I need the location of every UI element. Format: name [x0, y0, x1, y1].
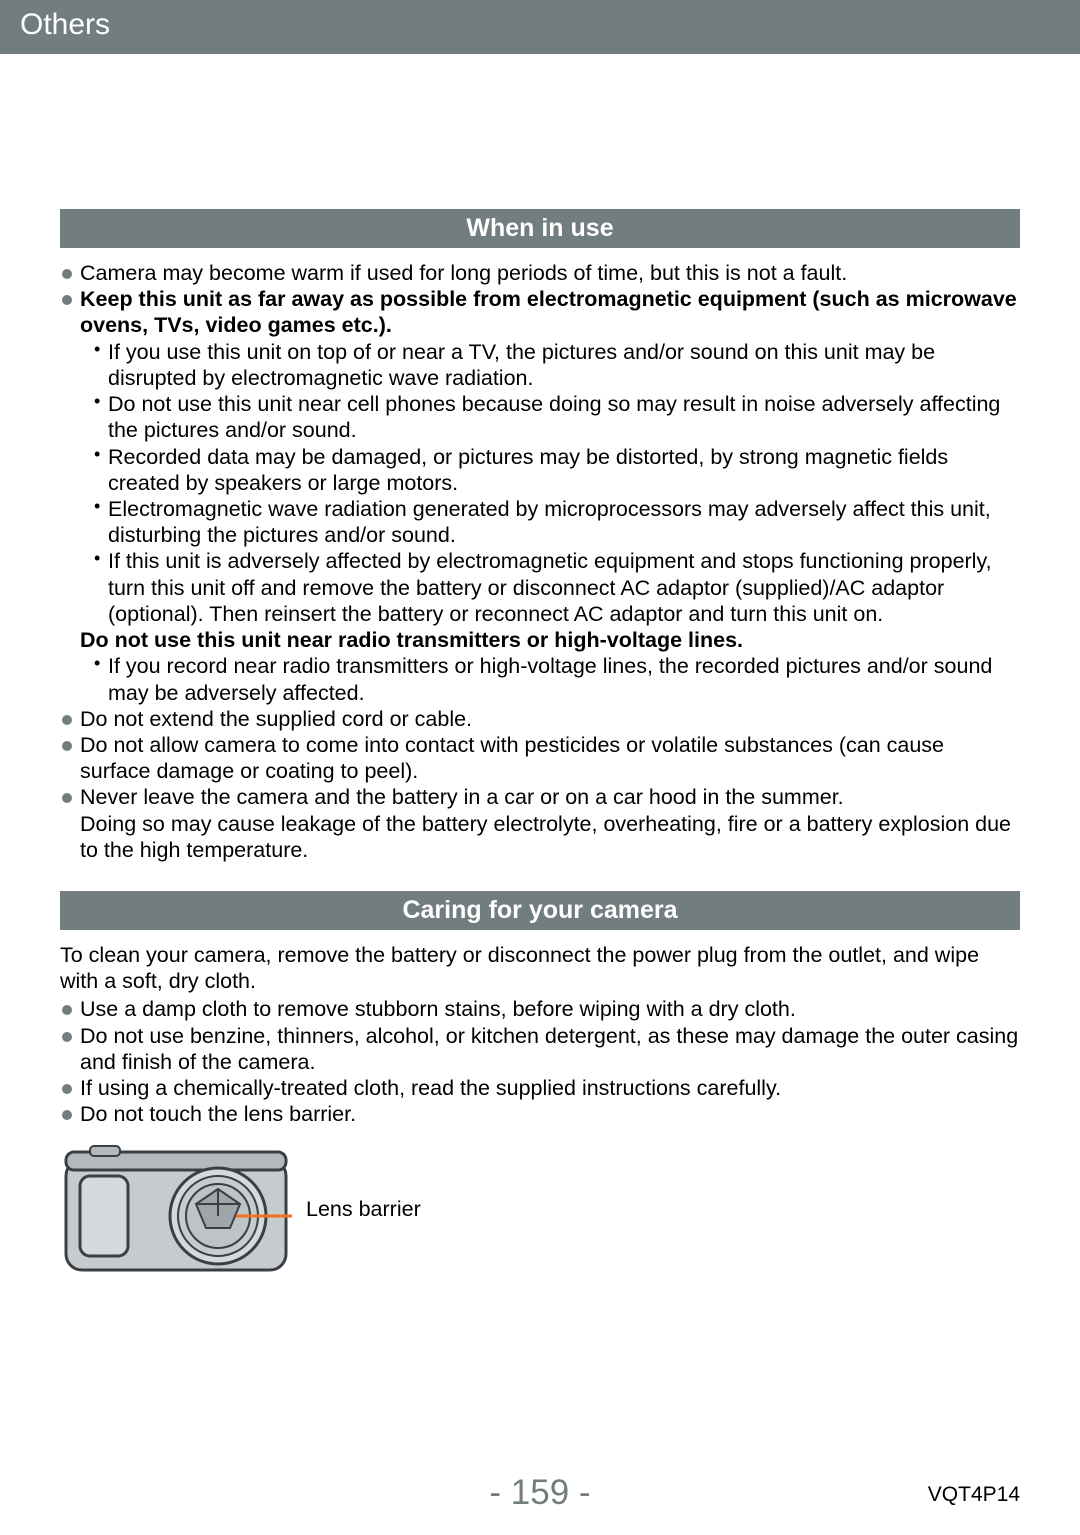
- category-title: Others: [20, 8, 110, 41]
- sub-list-item: If you use this unit on top of or near a…: [94, 339, 1020, 391]
- category-header: Others: [0, 0, 1080, 54]
- list-item: Keep this unit as far away as possible f…: [60, 286, 1020, 706]
- when-in-use-list: Camera may become warm if used for long …: [60, 260, 1020, 811]
- sub-list-item: Electromagnetic wave radiation generated…: [94, 496, 1020, 548]
- bold-subheading: Do not use this unit near radio transmit…: [80, 627, 1020, 653]
- list-item: Do not allow camera to come into contact…: [60, 732, 1020, 784]
- list-item: Do not extend the supplied cord or cable…: [60, 706, 1020, 732]
- camera-icon: [60, 1142, 292, 1278]
- sub-list-item: Recorded data may be damaged, or picture…: [94, 444, 1020, 496]
- list-item: Never leave the camera and the battery i…: [60, 784, 1020, 810]
- continuation-text: Doing so may cause leakage of the batter…: [60, 811, 1020, 863]
- sub-list-item: Do not use this unit near cell phones be…: [94, 391, 1020, 443]
- sub-list-item: If this unit is adversely affected by el…: [94, 548, 1020, 627]
- caring-list: Use a damp cloth to remove stubborn stai…: [60, 996, 1020, 1127]
- figure-label: Lens barrier: [306, 1196, 421, 1222]
- sub-list-item: If you record near radio transmitters or…: [94, 653, 1020, 705]
- list-item: Do not touch the lens barrier.: [60, 1101, 1020, 1127]
- camera-figure: Lens barrier: [60, 1142, 1020, 1278]
- page-number: - 159 -: [0, 1473, 1080, 1513]
- list-item: If using a chemically-treated cloth, rea…: [60, 1075, 1020, 1101]
- section-heading-caring: Caring for your camera: [60, 891, 1020, 930]
- list-item: Camera may become warm if used for long …: [60, 260, 1020, 286]
- list-item: Do not use benzine, thinners, alcohol, o…: [60, 1023, 1020, 1075]
- section-heading-when-in-use: When in use: [60, 209, 1020, 248]
- doc-code: VQT4P14: [928, 1483, 1020, 1507]
- list-item: Use a damp cloth to remove stubborn stai…: [60, 996, 1020, 1022]
- caring-intro: To clean your camera, remove the battery…: [60, 942, 1020, 994]
